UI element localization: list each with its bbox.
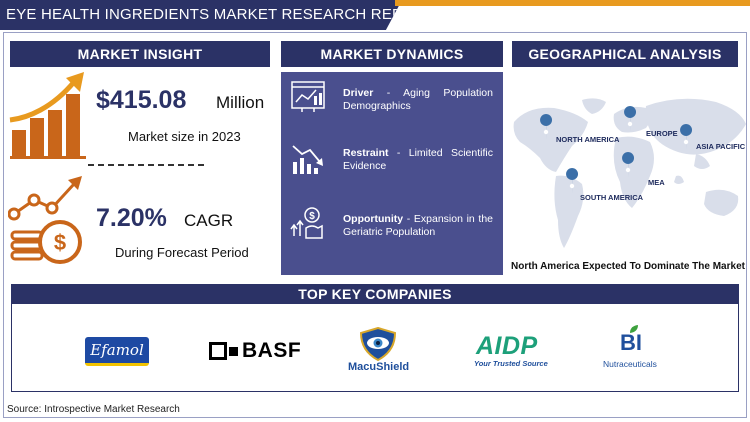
market-dynamics-panel: Driver - Aging Population Demographics R… — [281, 72, 503, 275]
macushield-logo-text: MacuShield — [348, 361, 410, 373]
growth-bar-chart-icon — [9, 72, 86, 159]
growth-hand-icon: $ — [290, 207, 323, 239]
divider — [88, 164, 204, 166]
driver-text: - Aging Population Demographics — [343, 87, 493, 112]
downtrend-chart-icon — [292, 145, 323, 174]
region-europe: EUROPE — [646, 129, 678, 138]
macushield-shield-icon — [359, 327, 397, 361]
restraint-label: Restraint — [343, 147, 389, 159]
driver-label: Driver — [343, 87, 374, 99]
market-size-caption: Market size in 2023 — [128, 129, 241, 144]
region-south-america: SOUTH AMERICA — [580, 193, 644, 202]
efamol-logo-text: Efamol — [90, 341, 144, 359]
basf-logo: BASF — [209, 339, 301, 363]
region-north-america: NORTH AMERICA — [556, 135, 620, 144]
bi-logo-text: BI — [620, 330, 642, 355]
opportunity-label: Opportunity — [343, 213, 404, 225]
aidp-tagline: Your Trusted Source — [474, 359, 548, 368]
bi-leaf-icon — [630, 325, 638, 333]
bi-logo-subtext: Nutraceuticals — [603, 359, 657, 369]
dynamics-restraint: Restraint - Limited Scientific Evidence — [343, 147, 493, 173]
market-size-unit: Million — [216, 93, 265, 112]
efamol-logo: Efamol — [85, 337, 149, 366]
title-banner: EYE HEALTH INGREDIENTS MARKET RESEARCH R… — [0, 0, 402, 30]
basf-square-icon — [209, 342, 227, 360]
title-accent-bar — [395, 0, 750, 6]
restraint-text: - Limited Scientific Evidence — [343, 147, 493, 172]
coin-stack-growth-icon: $ — [8, 176, 82, 264]
cagr-unit: CAGR — [184, 211, 234, 230]
svg-text:$: $ — [54, 230, 66, 255]
region-asia-pacific: ASIA PACIFIC — [696, 142, 746, 151]
companies-panel — [11, 284, 739, 392]
geographical-caption: North America Expected To Dominate The M… — [511, 261, 745, 272]
basf-logo-text: BASF — [242, 339, 302, 362]
aidp-logo-text: AIDP — [476, 332, 538, 360]
opportunity-text: - Expansion in the Geriatric Population — [343, 213, 493, 238]
world-map — [513, 98, 746, 248]
dynamics-opportunity: Opportunity - Expansion in the Geriatric… — [343, 213, 493, 239]
top-key-companies-heading: TOP KEY COMPANIES — [11, 284, 739, 304]
page-title: EYE HEALTH INGREDIENTS MARKET RESEARCH R… — [6, 6, 435, 23]
geographical-analysis-heading: GEOGRAPHICAL ANALYSIS — [512, 41, 738, 67]
basf-square-icon-2 — [229, 346, 238, 356]
chart-dashboard-icon — [291, 81, 325, 112]
dynamics-driver: Driver - Aging Population Demographics — [343, 87, 493, 113]
svg-text:$: $ — [309, 211, 315, 222]
market-size-value: $415.08 — [96, 86, 187, 114]
cagr-value: 7.20% — [96, 204, 167, 232]
region-mea: MEA — [648, 178, 665, 187]
cagr-caption: During Forecast Period — [115, 245, 249, 260]
market-dynamics-heading: MARKET DYNAMICS — [281, 41, 503, 67]
source-footer: Source: Introspective Market Research — [7, 404, 180, 415]
market-insight-heading: MARKET INSIGHT — [10, 41, 270, 67]
content-frame — [3, 32, 747, 418]
